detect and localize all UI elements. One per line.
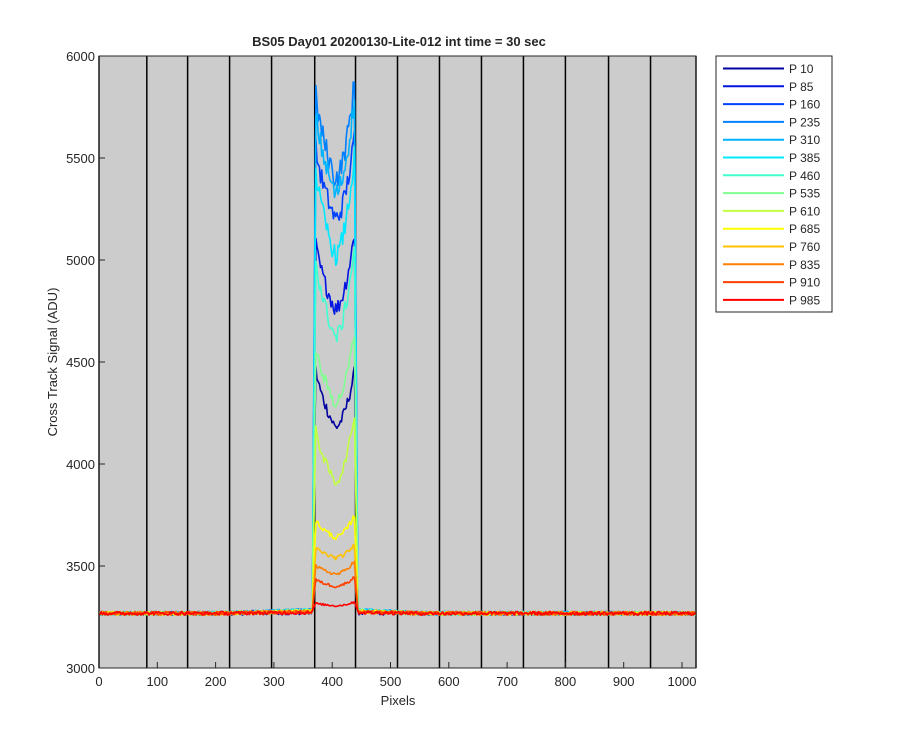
x-tick-label-0: 0: [95, 674, 102, 689]
y-tick-label-5000: 5000: [66, 253, 95, 268]
legend-label-p385: P 385: [789, 151, 820, 165]
y-tick-label-5500: 5500: [66, 151, 95, 166]
x-tick-label-700: 700: [496, 674, 518, 689]
legend-label-p760: P 760: [789, 240, 820, 254]
y-axis-title: Cross Track Signal (ADU): [45, 288, 60, 437]
chart-title: BS05 Day01 20200130-Lite-012 int time = …: [252, 34, 546, 49]
legend-label-p985: P 985: [789, 293, 820, 307]
y-axis: 3000 3500 4000 4500 5000 5500 6000: [66, 49, 105, 676]
x-tick-label-100: 100: [146, 674, 168, 689]
legend-label-p910: P 910: [789, 276, 820, 290]
x-axis: 0 100 200 300 400 500 600 700 800 900 1000: [95, 662, 696, 689]
y-tick-label-3500: 3500: [66, 559, 95, 574]
y-tick-label-6000: 6000: [66, 49, 95, 64]
x-tick-label-600: 600: [438, 674, 460, 689]
x-tick-label-300: 300: [263, 674, 285, 689]
x-tick-label-400: 400: [321, 674, 343, 689]
x-tick-label-800: 800: [555, 674, 577, 689]
y-tick-label-3000: 3000: [66, 661, 95, 676]
legend-label-p310: P 310: [789, 133, 820, 147]
legend-box: [715, 55, 833, 313]
series-lines: [98, 81, 697, 617]
legend-label-p685: P 685: [789, 222, 820, 236]
y-tick-label-4000: 4000: [66, 457, 95, 472]
legend-items: P 10 P 85 P 160 P 235 P 310 P 385 P 460 P 535 P …: [723, 62, 820, 307]
legend-label-p235: P 235: [789, 115, 820, 129]
x-tick-label-200: 200: [205, 674, 227, 689]
legend-label-p85: P 85: [789, 80, 814, 94]
x-tick-label-500: 500: [380, 674, 402, 689]
legend: P 10 P 85 P 160 P 235 P 310 P 385 P 460 P 535 P …: [715, 55, 833, 313]
x-tick-label-1000: 1000: [668, 674, 697, 689]
legend-label-p10: P 10: [789, 62, 814, 76]
legend-label-p160: P 160: [789, 98, 820, 112]
series-line-p985: [98, 600, 697, 616]
x-tick-label-900: 900: [613, 674, 635, 689]
legend-label-p535: P 535: [789, 187, 820, 201]
y-tick-label-4500: 4500: [66, 355, 95, 370]
legend-label-p835: P 835: [789, 258, 820, 272]
x-axis-title: Pixels: [381, 693, 416, 708]
legend-label-p610: P 610: [789, 204, 820, 218]
legend-label-p460: P 460: [789, 169, 820, 183]
